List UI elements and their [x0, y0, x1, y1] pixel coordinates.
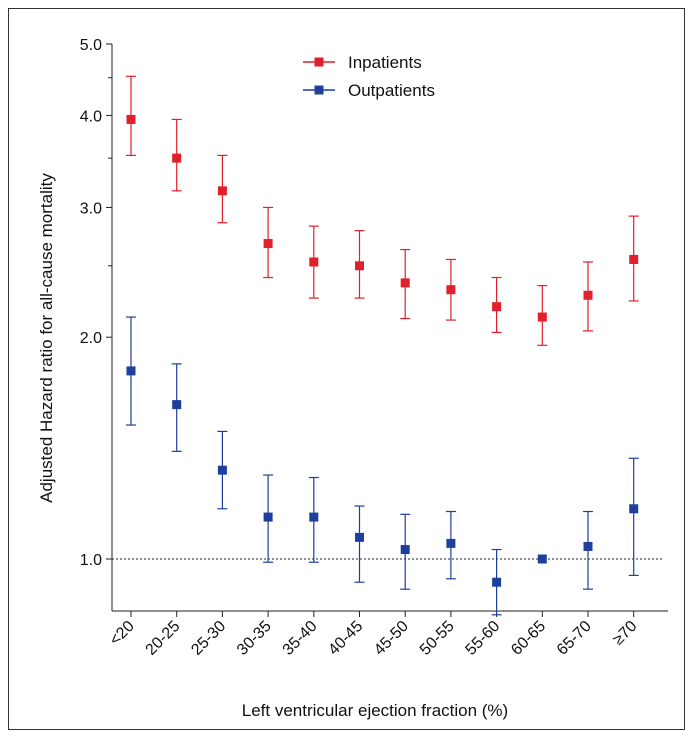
- y-tick-label: 4.0: [80, 108, 102, 125]
- data-point: [537, 312, 547, 322]
- y-tick-label: 5.0: [80, 37, 102, 54]
- data-point: [126, 114, 136, 124]
- x-tick-label: 55-60: [462, 618, 503, 659]
- data-point: [492, 577, 502, 587]
- data-point: [446, 538, 456, 548]
- chart-frame: [8, 8, 685, 730]
- x-tick-label: 60-65: [508, 618, 549, 659]
- legend-label: Outpatients: [348, 81, 435, 100]
- data-point: [355, 532, 364, 542]
- x-tick-label: 20-25: [143, 618, 184, 659]
- x-tick-label: <20: [107, 618, 138, 649]
- data-point: [583, 290, 593, 300]
- x-tick-label: 30-35: [234, 618, 275, 659]
- axes: 1.0 2.0 3.0 4.0 5.0 <20 20-25 25-30 30-35 35-40 40…: [80, 37, 668, 659]
- legend-marker: [314, 85, 324, 95]
- legend: Inpatients Outpatients: [303, 53, 435, 100]
- data-point: [537, 554, 547, 564]
- y-tick-label: 1.0: [80, 552, 102, 569]
- series-outpatients: [126, 316, 639, 616]
- data-point: [309, 512, 319, 522]
- data-point: [583, 541, 593, 551]
- data-point: [217, 465, 227, 475]
- x-tick-label: 45-50: [371, 618, 412, 659]
- x-tick-label: 40-45: [325, 618, 366, 659]
- data-point: [126, 366, 136, 376]
- data-point: [263, 512, 273, 522]
- data-point: [355, 261, 364, 271]
- data-point: [309, 257, 319, 267]
- x-tick-label: 35-40: [280, 618, 321, 659]
- data-point: [629, 254, 639, 264]
- data-point: [217, 186, 227, 196]
- data-point: [263, 239, 273, 249]
- y-tick-label: 3.0: [80, 200, 102, 217]
- data-point: [446, 285, 456, 295]
- x-tick-label: 25-30: [188, 618, 229, 659]
- data-point: [400, 278, 410, 288]
- legend-item: Inpatients: [303, 53, 422, 72]
- data-point: [400, 545, 410, 555]
- series-inpatients: [126, 75, 639, 346]
- legend-item: Outpatients: [303, 81, 435, 100]
- data-point: [172, 153, 182, 163]
- x-tick-label: 65-70: [554, 618, 595, 659]
- data-point: [629, 504, 639, 514]
- y-tick-label: 2.0: [80, 330, 102, 347]
- legend-label: Inpatients: [348, 53, 422, 72]
- x-tick-label: 50-55: [417, 618, 458, 659]
- data-point: [492, 302, 502, 312]
- legend-marker: [314, 57, 324, 67]
- series-layer: [126, 75, 639, 616]
- x-axis-title: Left ventricular ejection fraction (%): [242, 701, 508, 720]
- x-tick-label: ≥70: [610, 618, 641, 649]
- y-axis-title: Adjusted Hazard ratio for all-cause mort…: [37, 173, 56, 503]
- data-point: [172, 400, 182, 410]
